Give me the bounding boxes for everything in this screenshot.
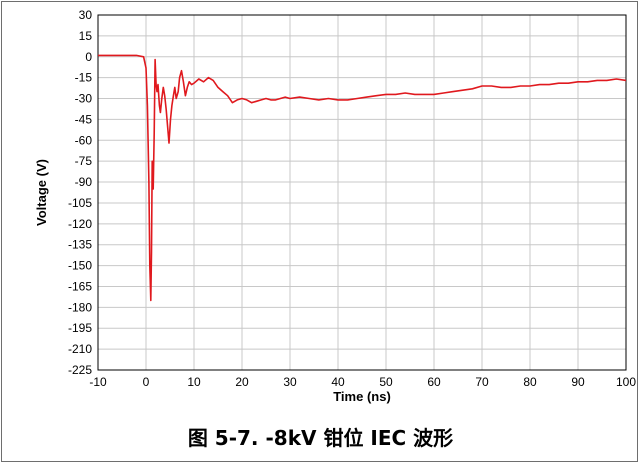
voltage-series-line xyxy=(98,54,627,302)
y-tick-label: -75 xyxy=(75,154,93,168)
x-tick-label: 0 xyxy=(143,375,150,389)
y-tick-label: -60 xyxy=(75,133,93,147)
y-tick-label: -45 xyxy=(75,112,93,126)
y-tick-label: 0 xyxy=(85,50,92,64)
figure-caption: 图 5-7. -8kV 钳位 IEC 波形 xyxy=(187,426,454,450)
x-tick-label: 40 xyxy=(331,375,345,389)
y-tick-label: -225 xyxy=(68,363,92,377)
x-tick-label: 60 xyxy=(427,375,441,389)
x-tick-label: 20 xyxy=(235,375,249,389)
plot-border xyxy=(97,14,627,371)
y-tick-label: -15 xyxy=(75,71,93,85)
y-tick-label: 15 xyxy=(79,29,93,43)
x-tick-label: 50 xyxy=(379,375,393,389)
y-tick-label: -105 xyxy=(68,196,92,210)
voltage-chart: 30 15 0 -15 -30 -45 -60 -75 -90 -105 -120 -135 -150 -… xyxy=(34,8,636,404)
y-tick-label: -195 xyxy=(68,321,92,335)
x-axis-label: Time (ns) xyxy=(333,389,391,404)
x-tick-label: -10 xyxy=(89,375,107,389)
y-tick-label: -120 xyxy=(68,217,92,231)
y-tick-label: -150 xyxy=(68,259,92,273)
y-tick-label: -135 xyxy=(68,238,92,252)
y-tick-label: -180 xyxy=(68,300,92,314)
y-tick-label: -30 xyxy=(75,92,93,106)
x-tick-label: 10 xyxy=(187,375,201,389)
y-axis-label: Voltage (V) xyxy=(34,159,49,226)
x-tick-label: 100 xyxy=(616,375,636,389)
y-tick-label: -90 xyxy=(75,175,93,189)
y-tick-label: -165 xyxy=(68,279,92,293)
x-tick-label: 70 xyxy=(475,375,489,389)
x-tick-label: 30 xyxy=(283,375,297,389)
y-tick-label: 30 xyxy=(79,8,93,22)
x-tick-label: 80 xyxy=(523,375,537,389)
x-tick-label: 90 xyxy=(571,375,585,389)
plot-area xyxy=(98,15,626,370)
y-tick-label: -210 xyxy=(68,342,92,356)
